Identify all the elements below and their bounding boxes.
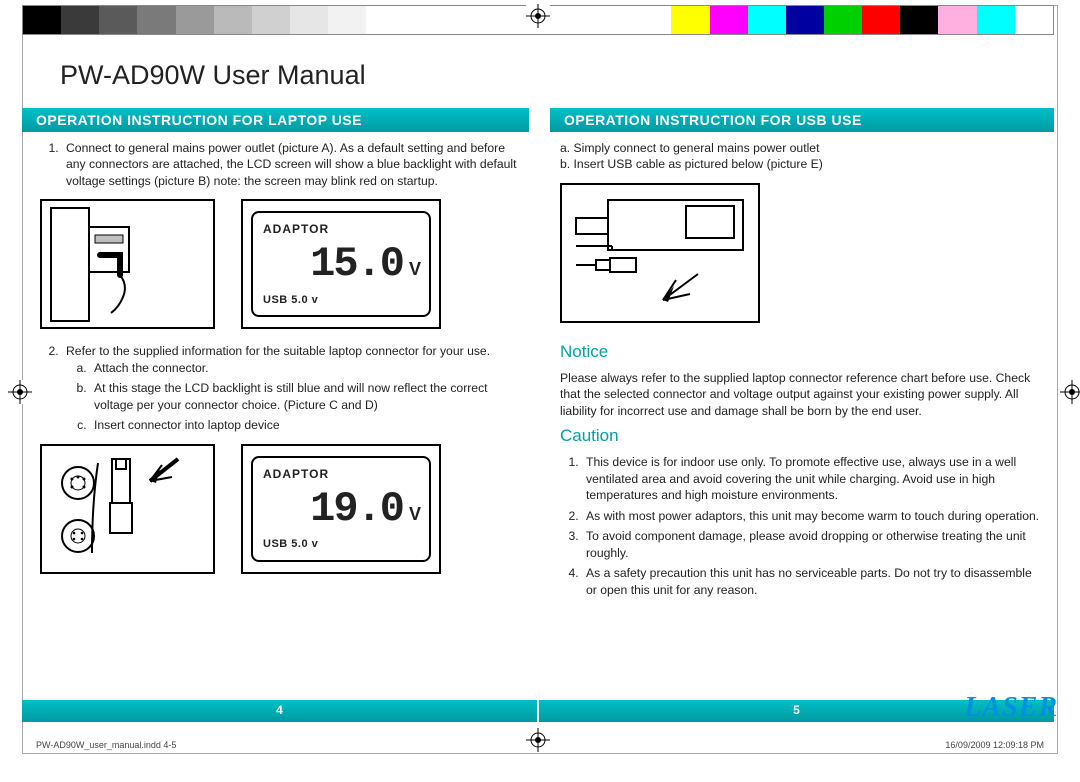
section-header-laptop: OPERATION INSTRUCTION FOR LAPTOP USE xyxy=(22,108,529,132)
figure-a xyxy=(40,199,215,329)
caution-heading: Caution xyxy=(560,425,1040,448)
color-swatch xyxy=(748,6,786,34)
color-swatch xyxy=(977,6,1015,34)
laptop-step-2-text: Refer to the supplied information for th… xyxy=(66,344,490,358)
laptop-step-2c: Insert connector into laptop device xyxy=(90,417,525,433)
figure-c xyxy=(40,444,215,574)
color-swatch xyxy=(176,6,214,34)
color-swatch xyxy=(61,6,99,34)
figure-d-lcd: ADAPTOR 19.0 V USB 5.0 v xyxy=(241,444,441,574)
figure-b-lcd: ADAPTOR 15.0 V USB 5.0 v xyxy=(241,199,441,329)
brand-logo: LASER xyxy=(964,692,1058,724)
registration-mark-left xyxy=(8,380,32,404)
right-column: a. Simply connect to general mains power… xyxy=(560,140,1040,602)
lcd-b-unit: V xyxy=(409,259,419,279)
meta-datetime: 16/09/2009 12:09:18 PM xyxy=(945,740,1044,750)
laptop-step-2-wrap: Refer to the supplied information for th… xyxy=(40,343,525,433)
color-swatch xyxy=(443,6,481,34)
color-swatch xyxy=(214,6,252,34)
meta-filename: PW-AD90W_user_manual.indd 4-5 xyxy=(36,740,176,750)
laptop-step-2: Refer to the supplied information for th… xyxy=(62,343,525,433)
color-swatch xyxy=(99,6,137,34)
caution-2: As with most power adaptors, this unit m… xyxy=(582,508,1040,524)
laptop-step-2b: At this stage the LCD backlight is still… xyxy=(90,380,525,413)
color-swatch xyxy=(366,6,404,34)
figure-e xyxy=(560,183,760,323)
color-swatch xyxy=(137,6,175,34)
page-footer-bar: 4 5 xyxy=(22,700,1054,722)
caution-3: To avoid component damage, please avoid … xyxy=(582,528,1040,561)
color-swatch xyxy=(900,6,938,34)
print-metadata-line: PW-AD90W_user_manual.indd 4-5 16/09/2009… xyxy=(36,740,1044,750)
color-swatch xyxy=(938,6,976,34)
color-swatch xyxy=(671,6,709,34)
caution-list: This device is for indoor use only. To p… xyxy=(560,454,1040,598)
registration-mark-top xyxy=(526,4,550,28)
color-swatch xyxy=(23,6,61,34)
laptop-substeps: Attach the connector. At this stage the … xyxy=(66,360,525,434)
color-swatch xyxy=(404,6,442,34)
notice-body: Please always refer to the supplied lapt… xyxy=(560,370,1040,419)
color-swatch xyxy=(557,6,595,34)
color-swatch xyxy=(1015,6,1053,34)
color-swatch xyxy=(633,6,671,34)
figure-row-cd: ADAPTOR 19.0 V USB 5.0 v xyxy=(40,444,525,574)
color-swatch xyxy=(252,6,290,34)
laptop-step-1: Connect to general mains power outlet (p… xyxy=(62,140,525,189)
laptop-steps-list: Connect to general mains power outlet (p… xyxy=(40,140,525,189)
usb-step-b: b. Insert USB cable as pictured below (p… xyxy=(560,156,1040,172)
notice-heading: Notice xyxy=(560,341,1040,364)
color-swatch xyxy=(862,6,900,34)
color-swatch xyxy=(481,6,519,34)
lcd-b-volts: 15.0 xyxy=(310,240,403,288)
lcd-d-volts: 19.0 xyxy=(310,485,403,533)
lcd-b-label: ADAPTOR xyxy=(263,221,419,237)
caution-4: As a safety precaution this unit has no … xyxy=(582,565,1040,598)
color-swatch xyxy=(290,6,328,34)
color-swatch xyxy=(595,6,633,34)
color-swatch xyxy=(710,6,748,34)
lcd-d-usb: USB 5.0 v xyxy=(263,537,419,552)
section-header-usb: OPERATION INSTRUCTION FOR USB USE xyxy=(550,108,1054,132)
page-number-left: 4 xyxy=(22,700,539,722)
figure-row-ab: ADAPTOR 15.0 V USB 5.0 v xyxy=(40,199,525,329)
lcd-d-unit: V xyxy=(409,504,419,524)
usb-step-a: a. Simply connect to general mains power… xyxy=(560,140,1040,156)
registration-mark-right xyxy=(1060,380,1080,404)
document-title: PW-AD90W User Manual xyxy=(60,60,366,91)
color-swatch xyxy=(824,6,862,34)
caution-1: This device is for indoor use only. To p… xyxy=(582,454,1040,503)
lcd-b-usb: USB 5.0 v xyxy=(263,293,419,308)
color-swatch xyxy=(328,6,366,34)
laptop-step-2a: Attach the connector. xyxy=(90,360,525,376)
left-column: Connect to general mains power outlet (p… xyxy=(40,140,525,588)
lcd-d-label: ADAPTOR xyxy=(263,466,419,482)
color-swatch xyxy=(786,6,824,34)
